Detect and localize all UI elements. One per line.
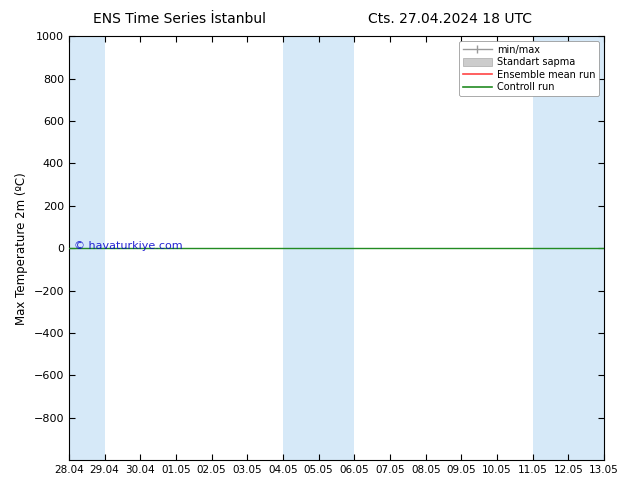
Text: © havaturkiye.com: © havaturkiye.com [74, 241, 183, 251]
Text: Cts. 27.04.2024 18 UTC: Cts. 27.04.2024 18 UTC [368, 12, 532, 26]
Text: ENS Time Series İstanbul: ENS Time Series İstanbul [93, 12, 266, 26]
Bar [319, 36, 354, 460]
Bar [569, 36, 604, 460]
Bar [533, 36, 569, 460]
Y-axis label: Max Temperature 2m (ºC): Max Temperature 2m (ºC) [15, 172, 28, 324]
Legend: min/max, Standart sapma, Ensemble mean run, Controll run: min/max, Standart sapma, Ensemble mean r… [459, 41, 599, 96]
Bar [283, 36, 319, 460]
Bar [69, 36, 105, 460]
